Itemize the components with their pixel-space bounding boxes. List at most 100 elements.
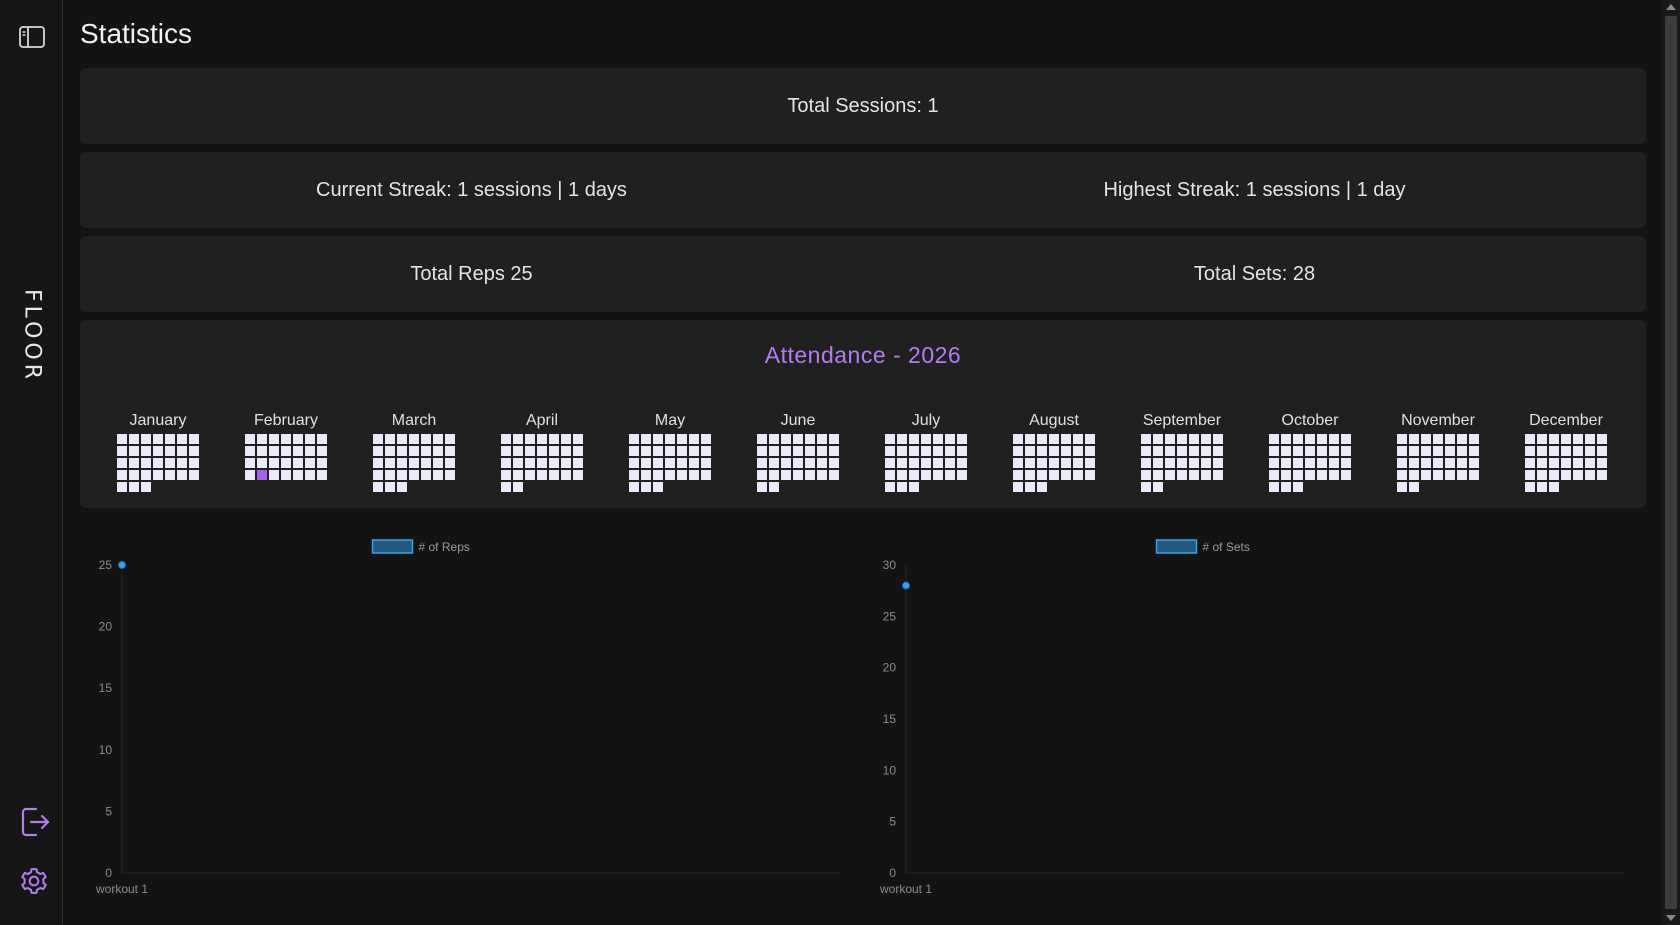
day-cell[interactable] [1281,482,1291,492]
day-cell[interactable] [1025,458,1035,468]
day-cell[interactable] [385,482,395,492]
day-cell[interactable] [1141,470,1151,480]
day-cell[interactable] [1585,458,1595,468]
data-point[interactable] [118,561,126,569]
day-cell[interactable] [1341,446,1351,456]
day-cell[interactable] [293,458,303,468]
day-cell[interactable] [1573,458,1583,468]
day-cell[interactable] [421,470,431,480]
day-cell[interactable] [1445,470,1455,480]
day-cell[interactable] [1585,434,1595,444]
day-cell[interactable] [513,434,523,444]
day-cell[interactable] [117,446,127,456]
day-cell[interactable] [445,446,455,456]
day-cell[interactable] [665,434,675,444]
day-cell[interactable] [1269,446,1279,456]
day-cell[interactable] [769,434,779,444]
day-cell[interactable] [1469,458,1479,468]
day-cell[interactable] [689,470,699,480]
day-cell[interactable] [1397,482,1407,492]
day-cell[interactable] [909,482,919,492]
day-cell[interactable] [757,470,767,480]
day-cell[interactable] [885,482,895,492]
day-cell[interactable] [1469,470,1479,480]
day-cell[interactable] [245,470,255,480]
day-cell[interactable] [409,446,419,456]
day-cell[interactable] [561,434,571,444]
day-cell[interactable] [409,458,419,468]
day-cell[interactable] [1317,446,1327,456]
day-cell[interactable] [373,482,383,492]
day-cell[interactable] [245,446,255,456]
day-cell[interactable] [537,470,547,480]
day-cell[interactable] [373,458,383,468]
day-cell[interactable] [1341,434,1351,444]
day-cell[interactable] [141,482,151,492]
day-cell[interactable] [665,470,675,480]
day-cell[interactable] [1293,434,1303,444]
day-cell[interactable] [1189,434,1199,444]
day-cell[interactable] [141,470,151,480]
day-cell[interactable] [1281,470,1291,480]
gear-icon[interactable] [19,866,49,896]
day-cell[interactable] [1537,482,1547,492]
logout-icon[interactable] [20,805,52,839]
day-cell[interactable] [385,434,395,444]
day-cell[interactable] [1549,470,1559,480]
day-cell[interactable] [1409,470,1419,480]
day-cell[interactable] [1445,446,1455,456]
day-cell[interactable] [653,446,663,456]
day-cell[interactable] [1585,470,1595,480]
day-cell[interactable] [513,470,523,480]
day-cell[interactable] [513,458,523,468]
day-cell[interactable] [1293,458,1303,468]
day-cell[interactable] [1269,470,1279,480]
day-cell[interactable] [677,458,687,468]
day-cell[interactable] [117,482,127,492]
day-cell[interactable] [305,458,315,468]
day-cell[interactable] [1141,446,1151,456]
day-cell[interactable] [1061,434,1071,444]
day-cell[interactable] [1293,482,1303,492]
day-cell[interactable] [1317,470,1327,480]
day-cell[interactable] [257,458,267,468]
day-cell[interactable] [1317,434,1327,444]
day-cell[interactable] [141,458,151,468]
day-cell[interactable] [653,482,663,492]
day-cell[interactable] [1409,482,1419,492]
day-cell[interactable] [1165,458,1175,468]
sidebar-toggle-icon[interactable] [19,26,45,48]
day-cell[interactable] [793,458,803,468]
day-cell[interactable] [1281,446,1291,456]
day-cell[interactable] [1025,470,1035,480]
day-cell[interactable] [793,434,803,444]
day-cell[interactable] [805,446,815,456]
day-cell[interactable] [1189,446,1199,456]
day-cell[interactable] [1049,446,1059,456]
day-cell[interactable] [921,446,931,456]
day-cell[interactable] [909,470,919,480]
day-cell[interactable] [385,458,395,468]
day-cell[interactable] [1409,446,1419,456]
day-cell[interactable] [317,434,327,444]
day-cell[interactable] [945,434,955,444]
day-cell[interactable] [1177,470,1187,480]
day-cell[interactable] [549,458,559,468]
day-cell[interactable] [897,458,907,468]
day-cell[interactable] [1013,446,1023,456]
day-cell[interactable] [909,446,919,456]
day-cell[interactable] [909,458,919,468]
day-cell[interactable] [1433,446,1443,456]
day-cell[interactable] [141,446,151,456]
day-cell[interactable] [829,470,839,480]
day-cell[interactable] [817,458,827,468]
day-cell[interactable] [373,470,383,480]
day-cell[interactable] [537,434,547,444]
day-cell[interactable] [1037,458,1047,468]
day-cell[interactable] [641,446,651,456]
day-cell[interactable] [501,434,511,444]
day-cell[interactable] [433,458,443,468]
day-cell[interactable] [1341,458,1351,468]
day-cell[interactable] [629,470,639,480]
day-cell[interactable] [269,470,279,480]
